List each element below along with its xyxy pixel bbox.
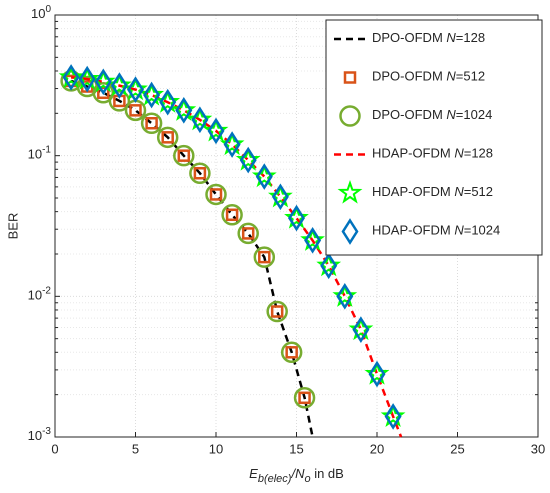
marker-diamond (239, 146, 257, 174)
y-tick-label: 10-1 (28, 144, 52, 162)
marker-circle (189, 162, 211, 184)
marker-star (251, 163, 277, 188)
marker-circle (221, 204, 243, 226)
x-tick-label: 5 (132, 441, 139, 456)
y-tick-label: 100 (31, 4, 51, 22)
x-tick-label: 10 (209, 441, 223, 456)
marker-star (267, 183, 293, 208)
marker-square (129, 104, 142, 117)
marker-diamond (255, 163, 273, 190)
marker-square (193, 166, 207, 180)
marker-square (225, 208, 239, 222)
marker-star (123, 76, 148, 101)
marker-circle (253, 246, 276, 268)
marker-star (364, 361, 390, 385)
marker-circle (237, 222, 259, 245)
marker-square (298, 391, 311, 405)
x-tick-label: 0 (51, 441, 58, 456)
x-axis-label: Eb(elec)​/No​ in dB (249, 466, 344, 484)
marker-circle (108, 90, 131, 112)
marker-diamond (320, 252, 338, 280)
legend-marker (341, 218, 359, 245)
marker-diamond (191, 106, 209, 134)
marker-star (235, 147, 261, 171)
series-line (70, 76, 403, 438)
legend-label: DPO-OFDM N=512 (372, 69, 485, 84)
series-line (70, 79, 314, 438)
marker-diamond (110, 72, 128, 99)
marker-star (284, 205, 309, 229)
legend-label: HDAP-OFDM N=512 (372, 184, 493, 199)
marker-diamond (352, 316, 370, 343)
marker-diamond (62, 64, 80, 91)
x-tick-label: 15 (289, 441, 303, 456)
marker-diamond (223, 131, 241, 158)
legend-label: DPO-OFDM N=1024 (372, 107, 492, 122)
marker-diamond (175, 97, 193, 124)
marker-circle (280, 341, 303, 364)
x-tick-label: 25 (450, 441, 464, 456)
marker-star (219, 131, 245, 156)
marker-star (90, 68, 116, 93)
marker-diamond (127, 76, 144, 103)
marker-square (145, 117, 158, 130)
marker-circle (173, 144, 195, 167)
marker-square (161, 131, 174, 144)
legend-label: HDAP-OFDM N=1024 (372, 223, 500, 238)
marker-diamond (94, 68, 112, 96)
marker-square (285, 346, 298, 359)
marker-diamond (159, 88, 177, 116)
marker-square (177, 149, 191, 162)
legend-box (325, 19, 543, 256)
marker-circle (140, 112, 163, 135)
marker-star (380, 403, 406, 427)
marker-star (332, 283, 358, 307)
marker-square (209, 188, 223, 201)
marker-diamond (336, 283, 354, 310)
marker-square (270, 305, 284, 318)
marker-diamond (143, 81, 161, 109)
marker-diamond (271, 183, 289, 211)
legend-label: HDAP-OFDM N=128 (372, 146, 493, 161)
marker-star (155, 89, 181, 113)
x-tick-label: 20 (370, 441, 384, 456)
marker-diamond (368, 360, 386, 388)
marker-diamond (207, 117, 225, 145)
marker-circle (266, 300, 288, 323)
marker-circle (205, 183, 227, 206)
marker-star (316, 252, 342, 277)
marker-square (258, 250, 271, 264)
marker-star (58, 64, 84, 88)
legend-marker (337, 179, 363, 204)
y-tick-label: 10-3 (28, 426, 52, 444)
x-tick-label: 30 (531, 441, 545, 456)
marker-circle (156, 126, 179, 149)
marker-diamond (304, 227, 322, 254)
marker-star (300, 227, 325, 251)
marker-square (241, 227, 255, 240)
marker-circle (293, 387, 316, 409)
marker-diamond (288, 204, 305, 232)
legend-marker (343, 71, 357, 84)
marker-star (187, 106, 213, 131)
y-axis-label: BER (5, 213, 20, 240)
marker-star (203, 117, 229, 142)
marker-diamond (384, 403, 402, 430)
legend-label: DPO-OFDM N=128 (372, 30, 485, 45)
marker-star (171, 97, 197, 121)
marker-diamond (78, 65, 96, 93)
marker-star (74, 66, 100, 90)
y-tick-label: 10-2 (28, 285, 52, 303)
marker-star (348, 316, 374, 341)
marker-star (107, 72, 132, 97)
marker-star (139, 81, 165, 106)
legend-marker (339, 105, 361, 127)
marker-square (97, 86, 110, 100)
